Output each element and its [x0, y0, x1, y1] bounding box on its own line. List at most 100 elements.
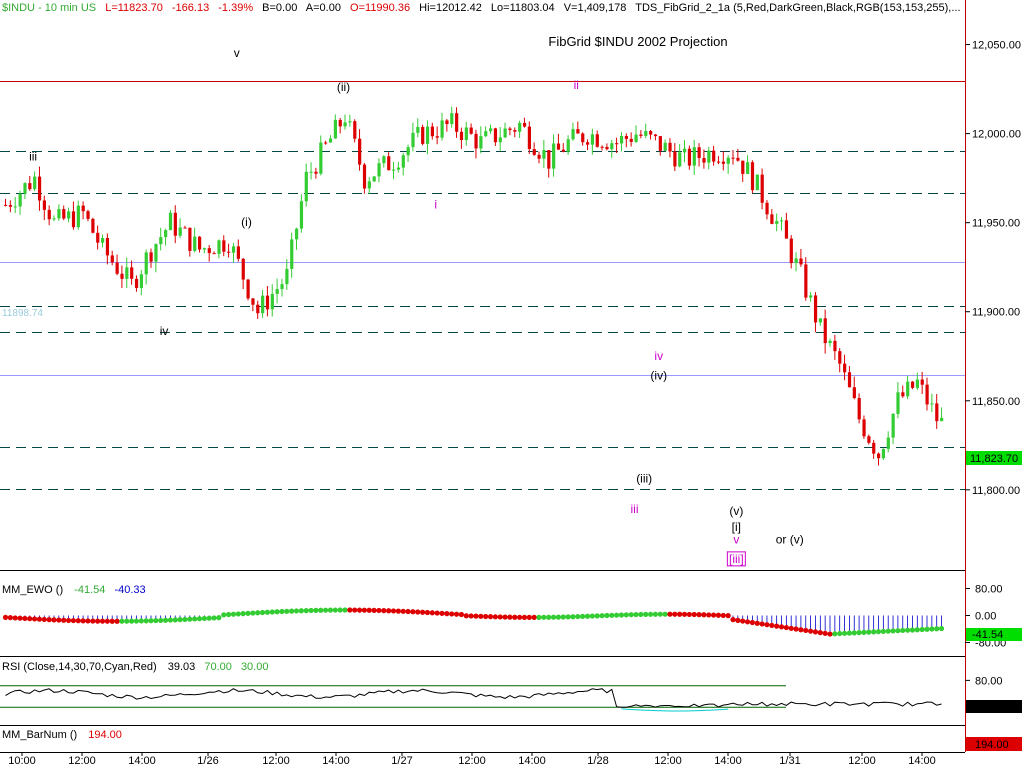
candle-body — [881, 448, 886, 459]
ewo-signal-dot — [914, 627, 920, 633]
ewo-signal-dot — [410, 609, 416, 615]
ewo-signal-dot — [143, 618, 149, 624]
ewo-signal-dot — [667, 611, 673, 617]
ewo-signal-dot — [468, 613, 474, 619]
pct-change-label: -1.39% — [218, 2, 253, 14]
candle-body — [125, 267, 129, 279]
time-tick-label: 14:00 — [714, 755, 742, 767]
candle-body — [556, 143, 561, 150]
bid-label: B=0.00 — [262, 2, 297, 14]
candle-body — [595, 134, 599, 147]
candle-body — [799, 258, 803, 265]
ewo-signal-dot — [22, 615, 28, 622]
ewo-signal-dot — [890, 628, 896, 634]
ewo-signal-dot — [31, 616, 38, 622]
faded-level-label: 11898.74 — [2, 308, 43, 319]
wave-label: iii — [631, 502, 639, 516]
candle-body — [925, 384, 929, 405]
price-tick-label: 12,000.00 — [972, 129, 1021, 141]
ewo-signal-dot — [61, 617, 67, 623]
ewo-signal-dot — [623, 612, 629, 618]
candle-body — [736, 157, 740, 161]
ewo-signal-dot — [46, 617, 52, 623]
candle-body — [275, 289, 279, 294]
candle-body — [198, 236, 202, 250]
candle-body — [804, 264, 808, 298]
candle-body — [561, 149, 565, 152]
ewo-signal-dot — [856, 630, 862, 636]
ewo-signal-dot — [70, 617, 76, 624]
candle-body — [343, 122, 347, 127]
time-tick-label: 1/31 — [779, 755, 800, 767]
candle-body — [401, 155, 405, 168]
candle-body — [532, 149, 536, 155]
candle-body — [144, 252, 148, 275]
barnum-box-label: 194.00 — [975, 739, 1009, 751]
wave-label: [i] — [732, 520, 741, 534]
candle-body — [712, 150, 716, 162]
candle-body — [498, 137, 502, 143]
candle-body — [314, 171, 318, 174]
ewo-tick-label: 0.00 — [975, 611, 996, 623]
ewo-signal-dot — [643, 611, 649, 617]
ewo-signal-dot — [104, 618, 110, 624]
ewo-signal-dot — [783, 624, 789, 631]
candle-body — [149, 252, 153, 262]
candle-body — [207, 248, 211, 254]
wave-label: (iv) — [650, 368, 667, 382]
candle-body — [57, 209, 61, 219]
time-tick-label: 14:00 — [322, 755, 350, 767]
ewo-signal-dot — [36, 616, 43, 622]
ewo-signal-dot — [798, 627, 804, 633]
candle-body — [518, 122, 522, 132]
ewo-signal-dot — [308, 607, 314, 614]
ewo-signal-dot — [701, 612, 707, 618]
last-price-box — [966, 451, 1022, 465]
candle-body — [227, 251, 231, 253]
candle-body — [891, 413, 895, 438]
candle-body — [392, 169, 396, 171]
ewo-signal-dot — [744, 619, 751, 625]
candle-body — [8, 205, 13, 207]
candle-body — [28, 183, 32, 190]
candle-body — [503, 128, 507, 138]
ewo-signal-dot — [332, 607, 338, 613]
candle-body — [81, 205, 85, 212]
ewo-signal-dot — [492, 614, 498, 620]
ewo-signal-dot — [95, 618, 101, 624]
ewo-signal-dot — [793, 626, 799, 632]
ewo-signal-dot — [512, 614, 518, 620]
ewo-signal-dot — [880, 628, 886, 635]
candle-body — [741, 160, 745, 174]
ewo-signal-dot — [681, 611, 688, 617]
time-axis: 10:00 12:00 14:00 1/26 12:00 14:00 1/27 12:00 14… — [8, 752, 936, 767]
candle-body — [91, 218, 95, 233]
candle-body — [920, 379, 924, 385]
ewo-signal-dot — [449, 611, 455, 617]
candle-body — [508, 128, 512, 131]
candle-body — [222, 240, 226, 252]
ewo-signal-dot — [424, 609, 431, 616]
wave-label: (i) — [241, 215, 252, 229]
ewo-signal-dot — [226, 611, 232, 618]
ewo-signal-dot — [463, 613, 469, 619]
price-axis: 12,050.00 12,000.00 11,950.00 11,900.00 11,8… — [965, 40, 1021, 497]
ewo-signal-dot — [478, 613, 484, 619]
ewo-signal-dot — [381, 608, 387, 614]
ewo-signal-dot — [439, 610, 445, 616]
svg-text:MM_EWO () -41.54 -40.3: MM_EWO () -41.54 -40.33 — [2, 584, 146, 596]
ewo-signal-dot — [429, 610, 435, 616]
ewo-signal-dot — [129, 618, 135, 624]
ewo-signal-dot — [124, 618, 130, 624]
ewo-signal-dot — [909, 627, 916, 633]
candle-body — [838, 351, 842, 364]
candle-body — [683, 148, 687, 153]
ewo-signal-dot — [725, 613, 731, 619]
candle-body — [348, 121, 352, 123]
candle-body — [852, 387, 856, 399]
candle-body — [280, 284, 284, 290]
candle-body — [901, 392, 905, 397]
candle-body — [634, 134, 638, 142]
rsi-value: 39.03 — [168, 661, 196, 673]
rsi-last-box — [966, 700, 1022, 713]
